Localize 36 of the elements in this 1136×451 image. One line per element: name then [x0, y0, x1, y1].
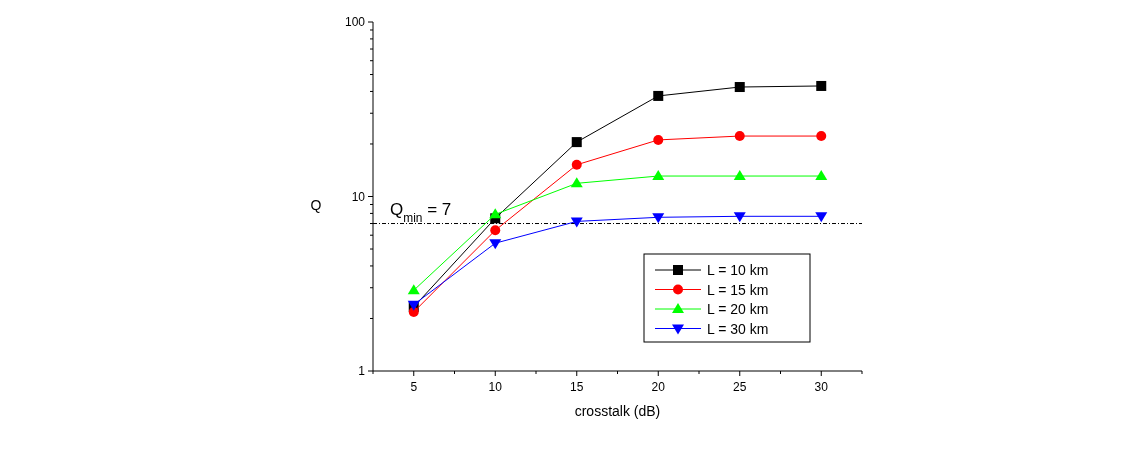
point — [816, 131, 827, 142]
point — [733, 212, 746, 223]
point — [734, 131, 745, 142]
point — [407, 284, 420, 295]
point — [652, 213, 665, 224]
point — [489, 239, 502, 250]
y-tick-label: 100 — [344, 15, 366, 29]
point — [653, 134, 664, 145]
x-tick-label: 10 — [488, 380, 503, 394]
y-tick-label: 1 — [358, 364, 366, 378]
point — [571, 137, 582, 148]
point — [815, 170, 828, 181]
legend-label: L = 15 km — [707, 281, 769, 298]
x-tick-label: 30 — [814, 380, 829, 394]
y-axis-title: Q — [310, 196, 322, 213]
legend-label: L = 10 km — [707, 262, 769, 278]
y-tick-label: 10 — [351, 189, 366, 204]
point — [490, 225, 501, 236]
point — [815, 212, 828, 223]
point — [816, 80, 827, 91]
point — [652, 170, 665, 181]
x-tick-label: 20 — [651, 380, 666, 394]
point — [570, 177, 583, 188]
x-tick-label: 5 — [410, 380, 418, 394]
point — [570, 217, 583, 228]
point — [734, 82, 745, 93]
x-tick-label: 15 — [570, 380, 584, 394]
point — [489, 208, 502, 219]
x-tick-label: 25 — [733, 380, 747, 394]
point — [571, 159, 582, 170]
point — [733, 170, 746, 181]
legend-label: L = 30 km — [707, 320, 769, 337]
legend-label: L = 20 km — [707, 301, 769, 317]
x-axis-title: crosstalk (dB) — [574, 403, 661, 419]
ref-line-label: Q$_{min}$ = 7 — [390, 199, 452, 225]
point — [653, 90, 664, 101]
